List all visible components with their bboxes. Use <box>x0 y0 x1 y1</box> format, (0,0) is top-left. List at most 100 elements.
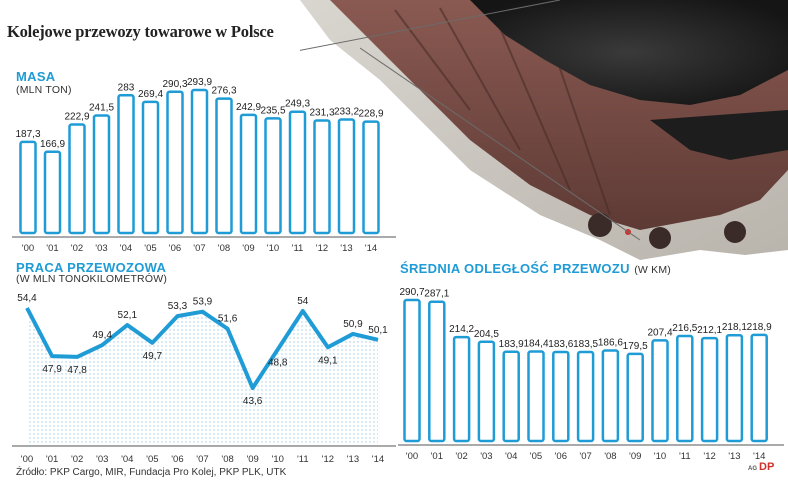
chart1-data-label: 269,4 <box>138 89 163 100</box>
chart2-data-label: 47,8 <box>67 365 87 376</box>
chart1-bar <box>288 110 307 235</box>
chart3-tick-label: '07 <box>579 451 591 462</box>
chart3-bar <box>750 333 768 443</box>
chart3-data-label: 179,5 <box>623 341 648 352</box>
chart3-bar <box>403 298 421 443</box>
chart2-data-label: 49,1 <box>318 355 338 366</box>
chart3-bar <box>725 333 744 443</box>
chart2-line <box>25 307 379 390</box>
chart3-bar <box>477 340 496 443</box>
chart2-data-label: 52,1 <box>118 310 138 321</box>
chart1-data-label: 283 <box>118 82 135 93</box>
chart2-tick-label: '14 <box>372 454 384 465</box>
chart3-data-label: 186,6 <box>598 337 623 348</box>
chart2-data-label: 43,6 <box>243 396 263 407</box>
chart3-data-label: 183,6 <box>548 339 573 350</box>
chart3-tick-label: '06 <box>555 451 567 462</box>
chart2-tick-label: '09 <box>246 454 258 465</box>
chart1-bar <box>166 90 184 235</box>
chart2-tick-label: '08 <box>221 454 233 465</box>
chart2-area <box>27 308 378 446</box>
chart3-data-label: 214,2 <box>449 324 474 335</box>
chart1-bar <box>68 123 86 235</box>
chart2-tick-label: '02 <box>71 454 83 465</box>
chart3-tick-label: '13 <box>728 451 740 462</box>
chart1-bar <box>337 118 356 235</box>
chart2-data-label: 51,6 <box>218 314 238 325</box>
chart1-bar <box>313 119 331 235</box>
chart3-data-label: 212,1 <box>697 325 722 336</box>
chart2-data-label: 50,1 <box>368 325 388 336</box>
chart1-data-label: 276,3 <box>211 86 236 97</box>
chart1-bar <box>117 94 135 235</box>
chart1-data-label: 249,3 <box>285 99 310 110</box>
chart3-data-label: 207,4 <box>647 327 672 338</box>
chart3-data-label: 184,4 <box>523 339 548 350</box>
chart3-bar <box>626 352 644 443</box>
chart2-data-label: 53,9 <box>193 297 213 308</box>
chart2-tick-label: '03 <box>96 454 108 465</box>
chart1-tick-label: '09 <box>242 243 254 254</box>
chart3-bar <box>651 339 669 443</box>
author-mark: AG <box>748 466 757 472</box>
chart1-bar <box>190 88 209 235</box>
chart1-bar <box>141 100 160 235</box>
chart2-data-label: 54 <box>297 296 309 307</box>
chart3-title: ŚREDNIA ODLEGŁOŚĆ PRZEWOZU <box>400 261 630 276</box>
chart1-tick-label: '04 <box>120 243 132 254</box>
chart1-tick-label: '12 <box>316 243 328 254</box>
chart3-tick-label: '10 <box>654 451 666 462</box>
chart1-tick-label: '02 <box>71 243 83 254</box>
chart1-bar <box>264 117 282 235</box>
chart2-tick-label: '06 <box>171 454 183 465</box>
chart2-data-label: 49,4 <box>92 330 112 341</box>
chart1-data-label: 235,5 <box>260 105 285 116</box>
chart1-data-label: 290,3 <box>162 79 187 90</box>
chart2-subtitle: (W MLN TONOKILOMETRÓW) <box>16 273 168 285</box>
chart3-tick-label: '14 <box>753 451 765 462</box>
chart2-tick-label: '01 <box>46 454 58 465</box>
chart1-tick-label: '13 <box>340 243 352 254</box>
chart3-data-label: 287,1 <box>424 289 449 300</box>
chart2-data-label: 54,4 <box>17 293 37 304</box>
chart1-bar <box>239 113 258 235</box>
page-title: Kolejowe przewozy towarowe w Polsce <box>7 22 274 41</box>
chart1-data-label: 241,5 <box>89 102 114 113</box>
chart2-tick-label: '13 <box>347 454 359 465</box>
chart2-tick-label: '07 <box>196 454 208 465</box>
chart3-tick-label: '04 <box>505 451 517 462</box>
source-note: Źródło: PKP Cargo, MIR, Fundacja Pro Kol… <box>16 467 287 478</box>
chart3-tick-label: '01 <box>431 451 443 462</box>
chart1-tick-label: '01 <box>46 243 58 254</box>
chart3-bar <box>502 350 520 443</box>
chart3-bar <box>552 350 570 443</box>
chart2-data-label: 47,9 <box>42 364 62 375</box>
chart1-tick-label: '14 <box>365 243 377 254</box>
chart3-bar <box>576 350 595 443</box>
chart2-title: PRACA PRZEWOZOWA <box>16 260 167 275</box>
chart3-data-label: 218,1 <box>722 322 747 333</box>
chart3-tick-label: '09 <box>629 451 641 462</box>
chart1-tick-label: '03 <box>95 243 107 254</box>
chart2-data-label: 49,7 <box>143 351 163 362</box>
chart2-tick-label: '05 <box>146 454 158 465</box>
chart1-data-label: 293,9 <box>187 77 212 88</box>
chart3-tick-label: '00 <box>406 451 418 462</box>
chart1-tick-label: '10 <box>267 243 279 254</box>
chart2-data-label: 53,3 <box>168 301 188 312</box>
chart1-bar <box>215 97 233 235</box>
chart3-bar <box>452 335 471 443</box>
chart2-tick-label: '04 <box>121 454 133 465</box>
chart1-bar <box>92 114 111 235</box>
chart1-tick-label: '06 <box>169 243 181 254</box>
chart3-bar <box>428 300 446 443</box>
chart2-tick-label: '10 <box>272 454 284 465</box>
chart1-title: MASA <box>16 69 56 84</box>
chart3-tick-label: '11 <box>679 451 691 462</box>
chart1-subtitle: (MLN TON) <box>16 84 72 96</box>
chart2-data-label: 48,8 <box>268 357 288 368</box>
chart3-tick-label: '05 <box>530 451 542 462</box>
chart3-data-label: 183,5 <box>573 339 598 350</box>
